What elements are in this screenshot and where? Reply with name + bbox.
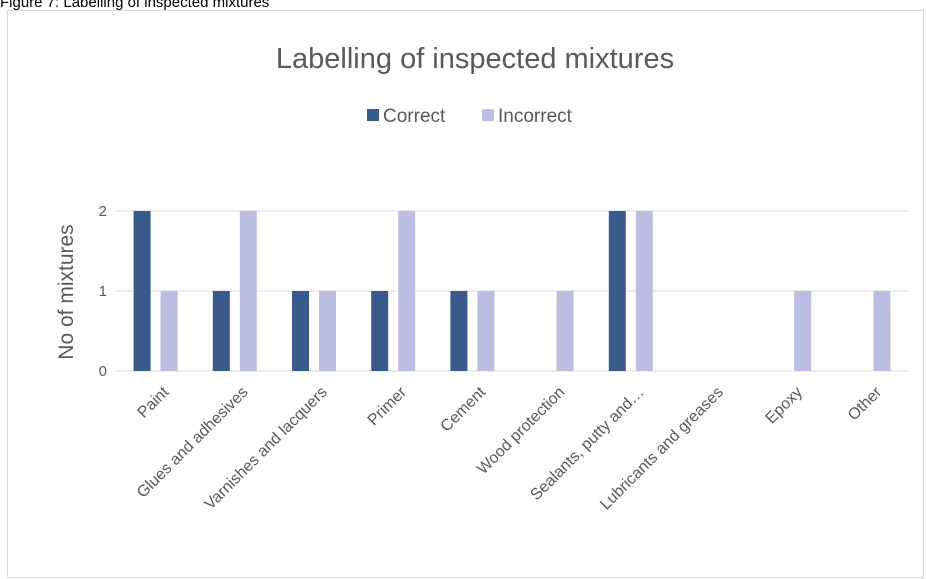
y-tick-label: 0 [99,363,107,380]
bar-incorrect-epoxy [794,291,812,371]
bar-incorrect-glues-and-adhesives [239,211,257,371]
bar-correct-cement [450,291,468,371]
x-category-label-epoxy: Epoxy [763,384,806,427]
bar-correct-varnishes-and-lacquers [292,291,309,371]
x-category-label-cement: Cement [438,383,490,435]
x-category-label-paint: Paint [135,383,173,421]
chart-area: Labelling of inspected mixtures Correct … [7,10,924,578]
bar-incorrect-cement [477,291,495,371]
bar-incorrect-paint [160,291,178,371]
bar-correct-primer [371,291,389,371]
figure-caption: Figure 7: Labelling of inspected mixture… [0,0,270,11]
bar-chart: Labelling of inspected mixtures Correct … [55,43,908,513]
bar-correct-sealants-putty-and [608,211,626,371]
y-tick-label: 2 [99,203,107,220]
bar-correct-glues-and-adhesives [212,291,230,371]
bars [133,211,891,371]
x-category-label-other: Other [845,383,886,424]
x-category-label-primer: Primer [365,383,411,429]
legend-swatch-incorrect [482,109,494,121]
bar-incorrect-wood-protection [556,291,574,371]
legend-label-incorrect: Incorrect [498,106,573,127]
bar-incorrect-other [873,291,891,371]
legend: Correct Incorrect [367,106,573,127]
legend-swatch-correct [367,109,379,121]
bar-correct-paint [133,211,151,371]
bar-incorrect-sealants-putty-and [635,211,653,371]
chart-title: Labelling of inspected mixtures [276,43,674,75]
gridlines [116,210,908,372]
y-axis-ticks: 0 1 2 [99,203,107,380]
bar-incorrect-varnishes-and-lacquers [319,291,336,371]
legend-label-correct: Correct [383,106,446,127]
y-tick-label: 1 [99,283,107,300]
y-axis-title: No of mixtures [55,224,78,359]
bar-incorrect-primer [398,211,416,371]
